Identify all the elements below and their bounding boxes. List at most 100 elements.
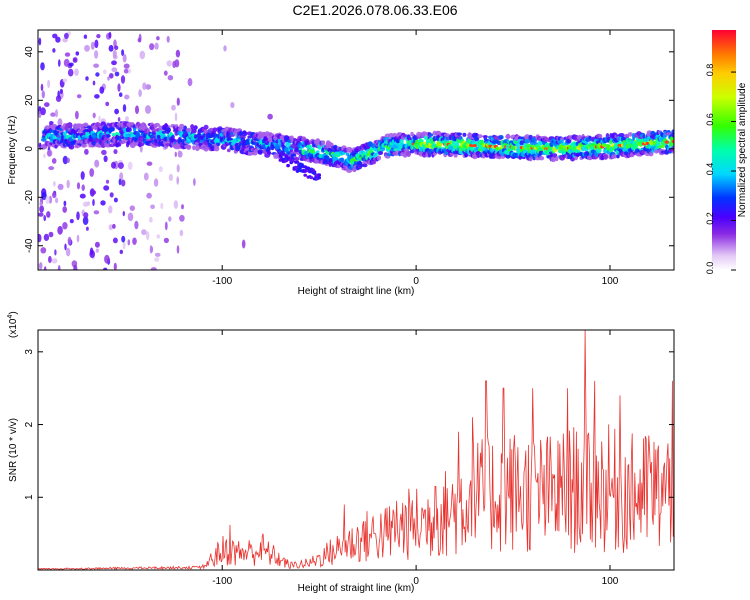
spectrogram-noise-cell [118, 178, 122, 186]
spectrogram-noise-cell [171, 104, 176, 111]
spectrogram-noise-cell [127, 161, 133, 170]
spectrogram-ridge-cell [139, 137, 144, 143]
spectrogram-ridge-cell [316, 150, 320, 154]
snr-x-tick-label: 0 [413, 576, 419, 587]
spectrogram-noise-cell [40, 83, 44, 91]
spectrogram-noise-cell [122, 104, 127, 113]
spectrogram-ridge-cell [95, 122, 101, 128]
spectrogram-peak-cell [472, 144, 478, 148]
spectrogram-ridge-cell [549, 153, 554, 158]
spectrogram-noise-cell [176, 176, 179, 185]
spectrogram-noise-cell [94, 159, 100, 168]
spectrogram-ridge-cell [183, 125, 187, 131]
spectrogram-ridge-cell [566, 138, 572, 144]
snr-y-tick-label: 1 [24, 494, 35, 500]
spectrogram-noise-cell [39, 142, 42, 150]
colorbar-tick-label: 0.4 [705, 163, 715, 176]
spectrogram-noise-cell [80, 171, 85, 180]
spectrogram-noise-cell [84, 44, 90, 52]
spectrogram-branch-cell [286, 164, 290, 168]
spectrogram-noise-cell [76, 182, 81, 190]
spectrogram-noise-cell [49, 121, 54, 125]
spectrogram-noise-cell [62, 155, 68, 165]
spectrogram-ridge-cell [132, 127, 137, 132]
spectrogram-ridge-cell [44, 125, 50, 130]
spectrogram-ridge-cell [164, 127, 171, 133]
spectrogram-noise-cell [43, 266, 47, 270]
spectrogram-ridge-cell [171, 135, 175, 139]
spectrogram-noise-cell [65, 247, 71, 257]
spectrogram-noise-cell [120, 75, 126, 84]
spectrogram-noise-cell [57, 225, 63, 235]
spectrogram-noise-cell [121, 179, 126, 187]
spectrogram-noise-cell [76, 94, 82, 99]
spectrogram-noise-cell [66, 157, 70, 163]
spectrogram-noise-cell [103, 155, 108, 163]
spectrogram-ridge-cell [598, 134, 603, 139]
spectrogram-noise-cell [154, 257, 160, 262]
spectrogram-ridge-cell [190, 124, 195, 129]
spectrogram-noise-cell [112, 237, 118, 244]
spectrogram-noise-cell [39, 262, 43, 270]
spectrogram-noise-cell [39, 205, 44, 213]
spectrogram-noise-cell [99, 86, 105, 94]
spectrogram-noise-cell [74, 68, 79, 76]
spectrogram-ridge-cell [531, 137, 538, 143]
spectrogram-noise-cell [41, 192, 47, 200]
snr-multiplier: (x104) [7, 311, 19, 338]
spectrogram-noise-cell [154, 252, 161, 257]
spectrogram-noise-cell [95, 248, 100, 253]
spectrogram-noise-cell [94, 241, 100, 248]
spectrogram-ridge-cell [81, 143, 87, 148]
spectrogram-noise-cell [94, 50, 99, 59]
spectrogram-x-tick-label: -100 [212, 276, 232, 287]
spectrogram-ridge-cell [62, 131, 67, 137]
spectrogram-noise-cell [96, 34, 101, 39]
spectrogram-ridge-cell [186, 127, 192, 133]
spectrogram-ridge-cell [227, 148, 231, 153]
spectrogram-y-tick-label: -40 [24, 238, 35, 253]
spectrogram-ridge-cell [371, 159, 377, 165]
spectrogram-noise-cell [143, 172, 149, 181]
spectrogram-noise-cell [76, 234, 80, 243]
spectrogram-ridge-cell [429, 133, 434, 137]
spectrogram-noise-cell [62, 222, 68, 230]
spectrogram-ridge-cell [456, 132, 463, 136]
spectrogram-y-tick-label: 20 [24, 94, 35, 106]
spectrogram-ridge-cell [376, 155, 382, 161]
spectrogram-noise-cell [241, 239, 246, 249]
spectrogram-noise-cell [66, 179, 70, 189]
spectrogram-ridge-cell [274, 143, 281, 150]
spectrogram-ridge-cell [294, 157, 300, 161]
spectrogram-ridge-cell [186, 144, 192, 150]
snr-x-tick-label: 100 [602, 576, 619, 587]
spectrogram-noise-cell [43, 153, 46, 159]
spectrogram-noise-cell [64, 52, 71, 57]
spectrogram-noise-cell [48, 231, 54, 238]
spectrogram-ridge-cell [603, 154, 609, 160]
spectrogram-noise-cell [172, 60, 177, 68]
spectrogram-ridge-cell [632, 142, 639, 149]
spectrogram-ridge-cell [409, 149, 415, 154]
spectrogram-ridge-cell [106, 134, 111, 138]
spectrogram-noise-cell [50, 112, 56, 117]
spectrogram-noise-cell [62, 206, 67, 213]
spectrogram-noise-cell [129, 205, 135, 211]
spectrogram-noise-cell [86, 226, 89, 231]
spectrogram-ridge-cell [378, 151, 384, 155]
spectrogram-noise-cell [55, 36, 61, 43]
spectrogram-ridge-cell [340, 157, 345, 163]
spectrogram-ridge-cell [203, 145, 209, 152]
spectrogram-noise-cell [119, 249, 124, 254]
spectrogram-noise-cell [83, 212, 89, 219]
spectrogram-noise-cell [135, 105, 139, 114]
spectrogram-noise-cell [166, 35, 170, 43]
spectrogram-noise-cell [105, 101, 110, 107]
spectrogram-noise-cell [67, 236, 72, 245]
spectrogram-ridge-cell [83, 122, 89, 128]
spectrogram-noise-cell [121, 49, 125, 56]
spectrogram-noise-cell [76, 211, 80, 221]
snr-x-tick-label: -100 [212, 576, 232, 587]
spectrogram-noise-cell [94, 94, 100, 99]
spectrogram-noise-cell [174, 112, 178, 122]
